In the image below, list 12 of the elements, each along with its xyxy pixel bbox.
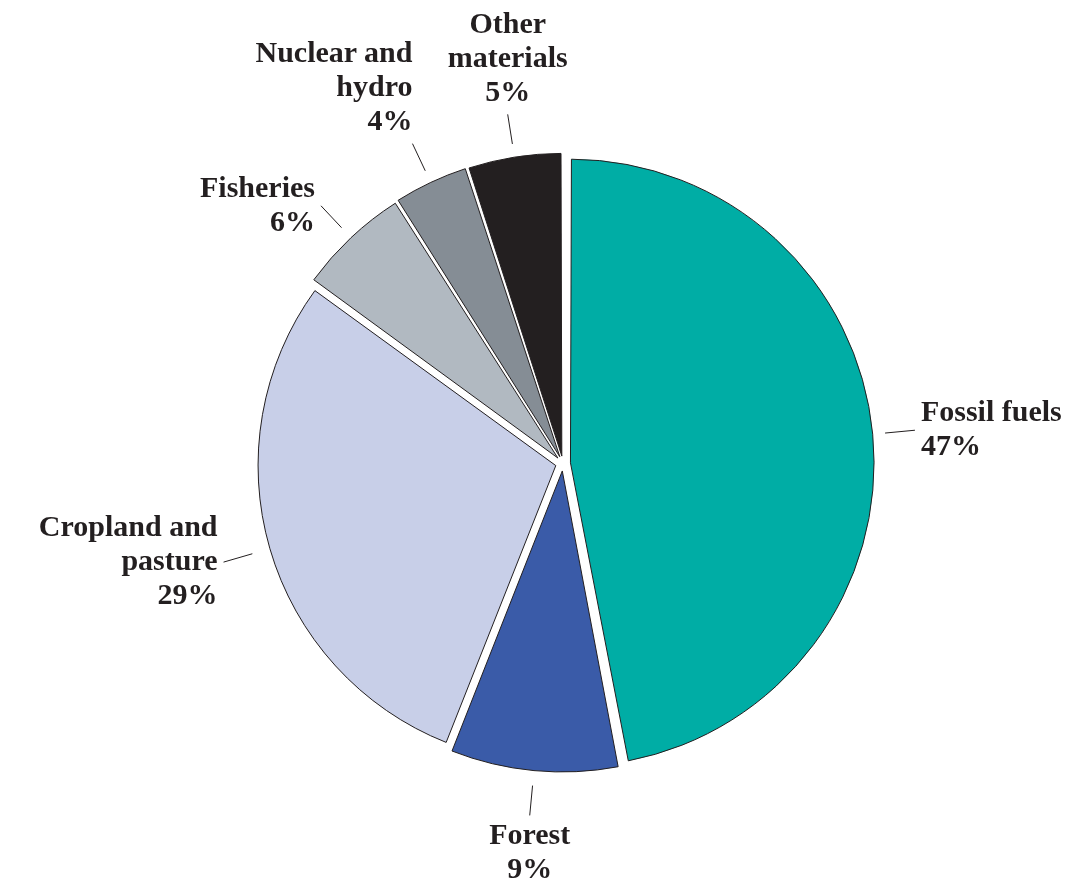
slice-label: Other materials [447, 6, 568, 74]
slice-label: Forest [489, 817, 571, 851]
slice-label: Fisheries [200, 169, 316, 203]
data-label: 4% [367, 103, 413, 137]
data-label: 47% [920, 427, 981, 461]
data-label: 9% [507, 851, 553, 885]
slice-label: Cropland and pasture [38, 508, 218, 576]
data-label: 5% [485, 74, 531, 108]
slice-label: Fossil fuels [920, 393, 1062, 427]
data-label: 6% [270, 203, 316, 237]
data-label: 29% [157, 576, 218, 610]
slice-label: Nuclear and hydro [255, 35, 413, 103]
